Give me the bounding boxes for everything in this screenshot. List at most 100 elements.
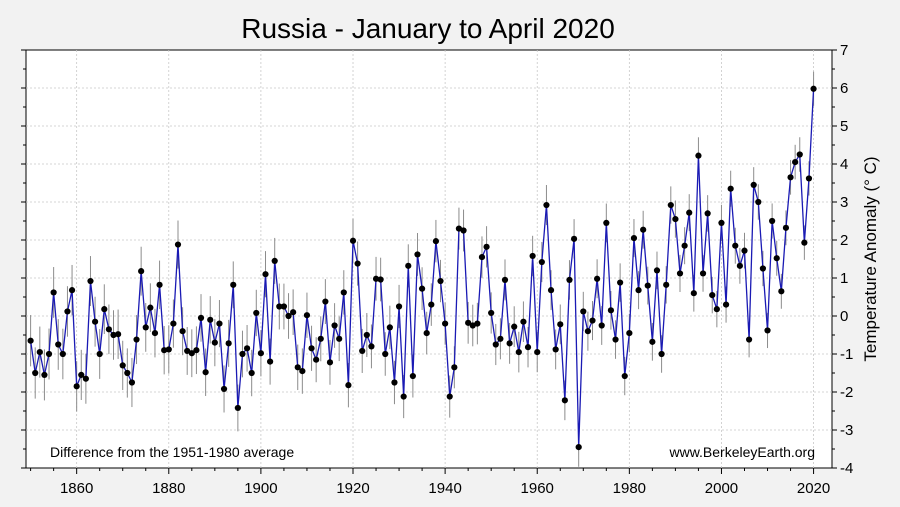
data-point [506, 340, 513, 347]
data-point [810, 85, 817, 92]
data-point [87, 277, 94, 285]
data-point [792, 159, 799, 166]
y-tick-label: 1 [840, 270, 848, 287]
y-tick-label: -1 [840, 346, 853, 363]
data-point [377, 276, 384, 283]
x-tick-label: 1940 [428, 480, 461, 497]
data-point [142, 324, 149, 331]
data-point [488, 309, 495, 317]
data-point [432, 238, 440, 245]
data-point [584, 328, 591, 335]
data-point [745, 336, 753, 343]
data-point [460, 227, 467, 234]
data-point [285, 312, 292, 320]
data-point [124, 369, 131, 377]
data-point [418, 285, 426, 292]
data-point [184, 347, 191, 355]
x-tick-label: 1860 [60, 480, 93, 497]
data-point [354, 260, 361, 267]
data-point [534, 349, 541, 356]
data-point [294, 364, 301, 371]
data-point [179, 328, 186, 335]
data-point [308, 345, 315, 352]
data-point [96, 350, 103, 358]
data-point [165, 346, 172, 353]
data-point [570, 235, 578, 242]
data-point [119, 362, 126, 369]
data-point [653, 267, 661, 274]
data-point [801, 239, 808, 246]
x-tick-label: 2020 [797, 480, 830, 497]
grid-lines [26, 50, 832, 468]
data-point [156, 281, 163, 288]
data-point [230, 281, 237, 288]
data-point [55, 341, 62, 348]
data-point [91, 318, 99, 325]
data-point [193, 347, 200, 354]
data-point [68, 287, 76, 294]
data-point [248, 369, 255, 377]
data-point [782, 224, 790, 231]
data-point [561, 397, 568, 404]
data-point [681, 242, 688, 249]
source-credit: www.BerkeleyEarth.org [668, 444, 815, 460]
data-point [225, 340, 232, 347]
data-point [234, 404, 241, 412]
data-point [267, 358, 274, 365]
data-point [690, 290, 697, 297]
x-tick-label: 1920 [336, 480, 369, 497]
data-point [211, 339, 218, 346]
x-tick-label: 1900 [244, 480, 277, 497]
data-point [478, 254, 486, 261]
x-tick-label: 1980 [613, 480, 646, 497]
data-point [188, 350, 195, 357]
data-point [727, 185, 734, 192]
y-tick-label: 0 [840, 308, 848, 325]
data-point [50, 289, 57, 296]
data-point [73, 383, 80, 390]
data-point [253, 309, 260, 317]
chart-title: Russia - January to April 2020 [241, 13, 615, 44]
data-point [492, 341, 499, 348]
data-point [474, 320, 481, 327]
data-point [764, 327, 771, 334]
data-point [543, 201, 550, 209]
data-point [400, 393, 407, 400]
data-point [27, 337, 34, 344]
data-point [630, 235, 638, 242]
data-point [667, 201, 674, 209]
data-point [151, 330, 159, 337]
data-point [663, 281, 670, 288]
data-point [372, 275, 380, 282]
data-point [41, 371, 48, 378]
data-point [290, 309, 297, 316]
data-point [520, 318, 527, 325]
data-point [382, 350, 389, 358]
data-point [465, 319, 472, 326]
data-point [718, 219, 725, 226]
y-tick-label: -2 [840, 384, 853, 401]
data-point [395, 303, 403, 310]
data-point [515, 349, 522, 356]
data-point [603, 219, 610, 226]
data-point [709, 292, 716, 299]
data-points [27, 85, 817, 451]
data-point [451, 364, 458, 371]
data-point [598, 322, 605, 329]
data-point [128, 379, 136, 386]
data-point [566, 276, 573, 283]
y-tick-label: 5 [840, 118, 848, 135]
y-tick-label: 6 [840, 80, 848, 97]
data-point [552, 346, 559, 353]
data-point [276, 303, 283, 310]
data-point [773, 255, 780, 262]
data-point [207, 316, 214, 323]
data-point [612, 336, 619, 343]
data-point [575, 444, 582, 451]
data-point [442, 320, 449, 327]
data-point [391, 379, 398, 386]
data-point [529, 252, 536, 260]
x-tick-label: 1960 [521, 480, 554, 497]
baseline-note: Difference from the 1951-1980 average [50, 444, 294, 460]
